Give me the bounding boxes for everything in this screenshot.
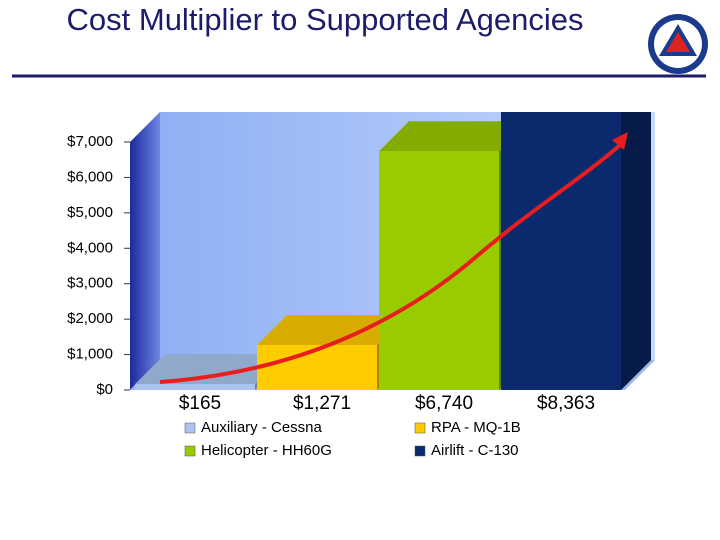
- y-tick-label: $5,000: [67, 204, 113, 221]
- y-tick-label: $1,000: [67, 346, 113, 363]
- value-label: $6,740: [415, 393, 473, 414]
- bar-top: [257, 314, 407, 345]
- logo: [648, 14, 708, 74]
- bar-front: [379, 151, 499, 390]
- legend-swatch: [184, 445, 196, 457]
- bar-front: [135, 384, 255, 390]
- legend-label: Airlift - C-130: [431, 442, 519, 459]
- bar-top: [135, 354, 285, 385]
- bar-front: [257, 344, 377, 390]
- bar-top: [501, 64, 651, 94]
- y-tick-label: $6,000: [67, 168, 113, 185]
- y-tick-label: $7,000: [67, 133, 113, 150]
- bar-top: [379, 121, 529, 152]
- bar-front: [501, 112, 621, 391]
- y-tick-label: $0: [96, 381, 113, 398]
- arrow-head: [612, 132, 628, 150]
- value-label: $165: [179, 393, 221, 414]
- legend-label: RPA - MQ-1B: [431, 419, 521, 436]
- legend-swatch: [414, 422, 426, 434]
- chart-title: Cost Multiplier to Supported Agencies: [66, 2, 584, 37]
- trend-arrow: [159, 143, 622, 384]
- legend-swatch: [184, 422, 196, 434]
- bar: [501, 64, 651, 391]
- y-tick-label: $4,000: [67, 239, 113, 256]
- value-label: $8,363: [537, 393, 595, 414]
- legend-swatch: [414, 445, 426, 457]
- y-tick-label: $3,000: [67, 275, 113, 292]
- legend-label: Auxiliary - Cessna: [201, 419, 323, 436]
- value-label: $1,271: [293, 393, 351, 414]
- bar-side: [621, 112, 651, 390]
- legend-label: Helicopter - HH60G: [201, 442, 332, 459]
- y-tick-label: $2,000: [67, 310, 113, 327]
